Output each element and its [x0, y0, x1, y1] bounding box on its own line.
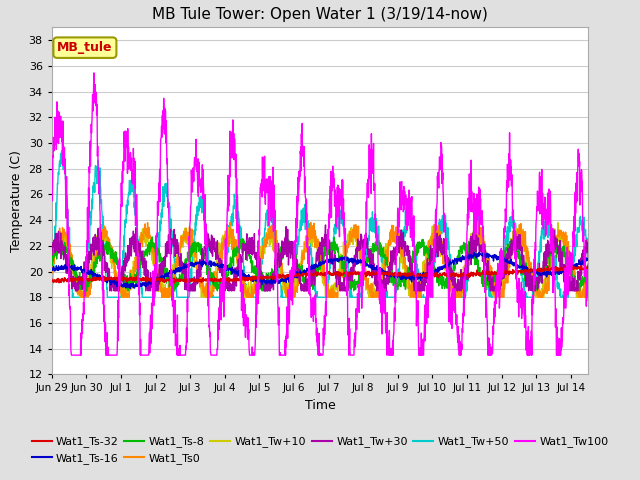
Y-axis label: Temperature (C): Temperature (C): [10, 150, 23, 252]
Title: MB Tule Tower: Open Water 1 (3/19/14-now): MB Tule Tower: Open Water 1 (3/19/14-now…: [152, 7, 488, 22]
Text: MB_tule: MB_tule: [57, 41, 113, 54]
Legend: Wat1_Ts-32, Wat1_Ts-16, Wat1_Ts-8, Wat1_Ts0, Wat1_Tw+10, Wat1_Tw+30, Wat1_Tw+50,: Wat1_Ts-32, Wat1_Ts-16, Wat1_Ts-8, Wat1_…: [27, 432, 613, 468]
X-axis label: Time: Time: [305, 399, 335, 412]
